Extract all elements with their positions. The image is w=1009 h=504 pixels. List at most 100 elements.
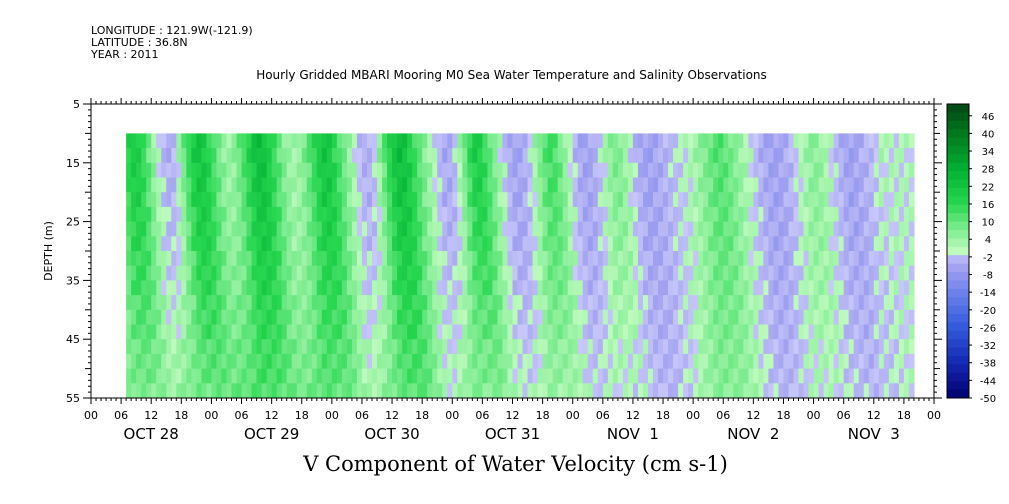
x-hour-label: 12 [385, 409, 399, 422]
heatmap-cell [788, 133, 795, 149]
heatmap-cell [893, 192, 900, 208]
heatmap-cell [683, 280, 689, 296]
heatmap-cell [146, 206, 152, 222]
heatmap-cell [678, 133, 684, 149]
heatmap-cell [883, 177, 890, 193]
heatmap-cell [472, 236, 478, 252]
heatmap-cell [788, 383, 795, 398]
heatmap-cell [412, 177, 418, 193]
heatmap-cell [356, 148, 363, 164]
heatmap-cell [572, 353, 579, 369]
colorbar-band [947, 314, 969, 323]
heatmap-cell [547, 280, 554, 296]
heatmap-cell [683, 148, 689, 164]
heatmap-cell [211, 148, 218, 164]
heatmap-cell [226, 177, 233, 193]
heatmap-cell [271, 309, 278, 325]
heatmap-cell [823, 295, 830, 311]
heatmap-cell [417, 324, 423, 340]
heatmap-cell [512, 177, 519, 193]
heatmap-cell [893, 133, 900, 149]
heatmap-cell [718, 177, 724, 193]
heatmap-cell [286, 148, 293, 164]
heatmap-cell [507, 353, 514, 369]
heatmap-cell [251, 353, 258, 369]
heatmap-cell [462, 353, 468, 369]
heatmap-cell [653, 295, 659, 311]
heatmap-cell [206, 148, 213, 164]
heatmap-cell [547, 177, 554, 193]
heatmap-cell [161, 383, 167, 398]
heatmap-cell [166, 221, 172, 237]
heatmap-cell [848, 383, 855, 398]
heatmap-cell [191, 148, 197, 164]
heatmap-cell [331, 206, 338, 222]
heatmap-cell [868, 251, 875, 267]
heatmap-cell [527, 177, 534, 193]
heatmap-cell [632, 221, 639, 237]
heatmap-cell [708, 192, 714, 208]
heatmap-cell [427, 251, 433, 267]
heatmap-cell [502, 162, 509, 178]
heatmap-cell [562, 353, 569, 369]
heatmap-cell [838, 353, 845, 369]
heatmap-cell [417, 353, 423, 369]
colorbar-band [947, 263, 969, 273]
heatmap-cell [366, 148, 373, 164]
heatmap-cell [161, 324, 167, 340]
heatmap-cell [773, 133, 780, 149]
heatmap-cell [286, 206, 293, 222]
heatmap-cell [908, 177, 915, 193]
heatmap-cell [141, 309, 147, 325]
heatmap-cell [733, 324, 739, 340]
heatmap-cell [833, 221, 840, 237]
heatmap-cell [798, 324, 805, 340]
heatmap-cell [903, 353, 910, 369]
heatmap-cell [658, 206, 664, 222]
heatmap-cell [602, 192, 609, 208]
heatmap-cell [808, 162, 815, 178]
heatmap-cell [758, 251, 764, 267]
heatmap-cell [788, 339, 795, 355]
heatmap-cell [507, 206, 514, 222]
heatmap-cell [793, 309, 800, 325]
heatmap-cell [156, 251, 162, 267]
heatmap-cell [658, 295, 664, 311]
heatmap-cell [226, 251, 233, 267]
heatmap-cell [477, 383, 483, 398]
heatmap-cell [838, 148, 845, 164]
heatmap-cell [382, 251, 388, 267]
heatmap-cell [156, 295, 162, 311]
heatmap-cell [341, 324, 348, 340]
heatmap-cell [482, 236, 489, 252]
heatmap-cell [868, 339, 875, 355]
heatmap-cell [783, 206, 790, 222]
heatmap-cell [136, 236, 142, 252]
heatmap-cell [326, 148, 333, 164]
heatmap-cell [246, 309, 253, 325]
heatmap-cell [366, 133, 373, 149]
heatmap-cell [612, 265, 619, 281]
heatmap-cell [788, 177, 795, 193]
heatmap-cell [241, 280, 248, 296]
heatmap-cell [497, 368, 504, 384]
heatmap-cell [186, 251, 192, 267]
x-hour-label: 18 [776, 409, 790, 422]
heatmap-cell [266, 295, 273, 311]
heatmap-cell [693, 177, 699, 193]
heatmap-cell [126, 192, 132, 208]
heatmap-cell [181, 339, 187, 355]
heatmap-cell [346, 133, 353, 149]
heatmap-cell [843, 192, 850, 208]
heatmap-cell [873, 236, 880, 252]
heatmap-cell [241, 236, 248, 252]
heatmap-cell [241, 309, 248, 325]
heatmap-cell [216, 206, 223, 222]
heatmap-cell [221, 280, 228, 296]
heatmap-cell [863, 383, 870, 398]
heatmap-cell [878, 251, 885, 267]
heatmap-cell [497, 309, 504, 325]
heatmap-cell [301, 148, 308, 164]
heatmap-cell [617, 251, 624, 267]
heatmap-cell [266, 324, 273, 340]
